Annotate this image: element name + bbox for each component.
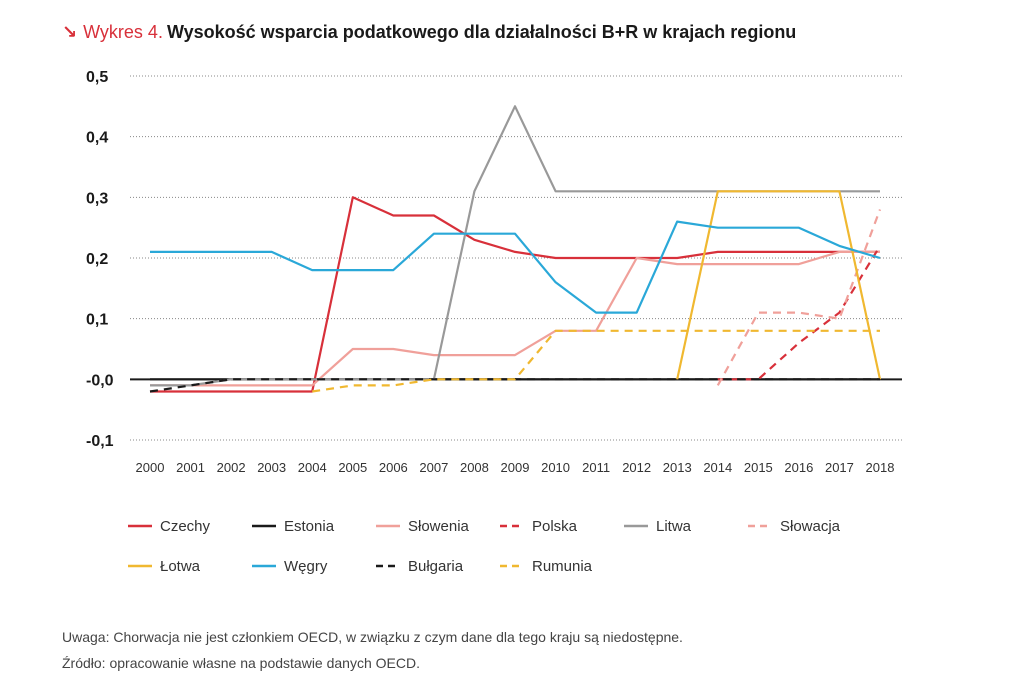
- y-axis-ticks: 0,5 0,4 0,3 0,2 0,1 -0,0 -0,1: [86, 69, 114, 450]
- x-axis-ticks: 2000 2001 2002 2003 2004 2005 2006 2007 2008 2009…: [136, 460, 895, 475]
- legend-item-slowenia: Słowenia: [376, 518, 500, 535]
- x-tick-label: 2009: [501, 460, 530, 475]
- legend-item-czechy: Czechy: [128, 518, 252, 535]
- series-line-czechy: [150, 196, 880, 393]
- legend-label: Estonia: [284, 517, 335, 535]
- x-tick-label: 2015: [744, 460, 773, 475]
- legend-swatch: [748, 524, 772, 528]
- legend-swatch: [252, 524, 276, 528]
- x-tick-label: 2012: [622, 460, 651, 475]
- legend-item-lotwa: Łotwa: [128, 558, 252, 575]
- y-tick-label: 0,5: [86, 69, 108, 86]
- legend-item-estonia: Estonia: [252, 518, 376, 535]
- series-lines: [149, 105, 882, 393]
- legend-item-wegry: Węgry: [252, 558, 376, 575]
- x-tick-label: 2004: [298, 460, 327, 475]
- x-tick-label: 2001: [176, 460, 205, 475]
- legend-swatch: [252, 564, 276, 568]
- x-tick-label: 2008: [460, 460, 489, 475]
- legend-label: Polska: [532, 517, 578, 535]
- x-tick-label: 2017: [825, 460, 854, 475]
- legend-label: Łotwa: [160, 557, 201, 575]
- x-tick-label: 2010: [541, 460, 570, 475]
- series-line-lotwa: [676, 190, 882, 380]
- y-tick-label: 0,4: [86, 130, 108, 147]
- y-tick-label: 0,1: [86, 312, 108, 329]
- legend-item-litwa: Litwa: [624, 518, 748, 535]
- series-line-slowacja: [716, 209, 882, 386]
- x-tick-label: 2007: [419, 460, 448, 475]
- legend-label: Czechy: [160, 517, 211, 535]
- chart-title: ↘ Wykres 4. Wysokość wsparcia podatkowego …: [62, 22, 796, 43]
- series-line-wegry: [150, 220, 881, 314]
- x-tick-label: 2011: [582, 460, 610, 475]
- y-tick-label: -0,1: [86, 433, 114, 450]
- legend-row: Czechy Estonia Słowenia Polska Litwa Słowacja: [128, 506, 888, 546]
- figure-title: Wysokość wsparcia podatkowego dla działa…: [166, 22, 797, 42]
- x-tick-label: 2006: [379, 460, 408, 475]
- legend-label: Słowenia: [408, 517, 469, 535]
- y-tick-label: 0,3: [86, 190, 108, 207]
- x-tick-label: 2005: [338, 460, 367, 475]
- legend-item-rumunia: Rumunia: [500, 558, 624, 575]
- legend-swatch: [500, 564, 524, 568]
- legend-swatch: [500, 524, 524, 528]
- legend-label: Litwa: [656, 517, 692, 535]
- y-tick-label: 0,2: [86, 251, 108, 268]
- legend: Czechy Estonia Słowenia Polska Litwa Słowacja…: [128, 506, 888, 586]
- legend-label: Węgry: [284, 557, 328, 575]
- legend-label: Słowacja: [780, 517, 841, 535]
- source-text: Źródło: opracowanie własne na podstawie …: [62, 655, 420, 671]
- legend-label: Rumunia: [532, 557, 593, 575]
- legend-swatch: [376, 524, 400, 528]
- series-line-polska: [717, 245, 881, 381]
- notes: Uwaga: Chorwacja nie jest członkiem OECD…: [62, 624, 683, 676]
- series-line-litwa: [150, 105, 880, 387]
- legend-swatch: [128, 564, 152, 568]
- legend-item-polska: Polska: [500, 518, 624, 535]
- legend-item-slowacja: Słowacja: [748, 518, 872, 535]
- arrow-down-right-icon: ↘: [62, 22, 78, 42]
- x-tick-label: 2003: [257, 460, 286, 475]
- y-tick-label: -0,0: [86, 372, 114, 389]
- legend-label: Bułgaria: [408, 557, 464, 575]
- x-tick-label: 2000: [136, 460, 165, 475]
- x-tick-label: 2014: [703, 460, 732, 475]
- note-text: Uwaga: Chorwacja nie jest członkiem OECD…: [62, 629, 683, 645]
- x-tick-label: 2018: [866, 460, 895, 475]
- legend-row: Łotwa Węgry Bułgaria Rumunia: [128, 546, 888, 586]
- x-tick-label: 2002: [217, 460, 246, 475]
- series-line-slowenia: [150, 250, 880, 387]
- legend-item-bulgaria: Bułgaria: [376, 558, 500, 575]
- x-tick-label: 2016: [784, 460, 813, 475]
- figure-number: Wykres 4.: [83, 22, 163, 42]
- legend-swatch: [624, 524, 648, 528]
- legend-swatch: [128, 524, 152, 528]
- series-line-rumunia: [312, 329, 880, 393]
- x-tick-label: 2013: [663, 460, 692, 475]
- legend-swatch: [376, 564, 400, 568]
